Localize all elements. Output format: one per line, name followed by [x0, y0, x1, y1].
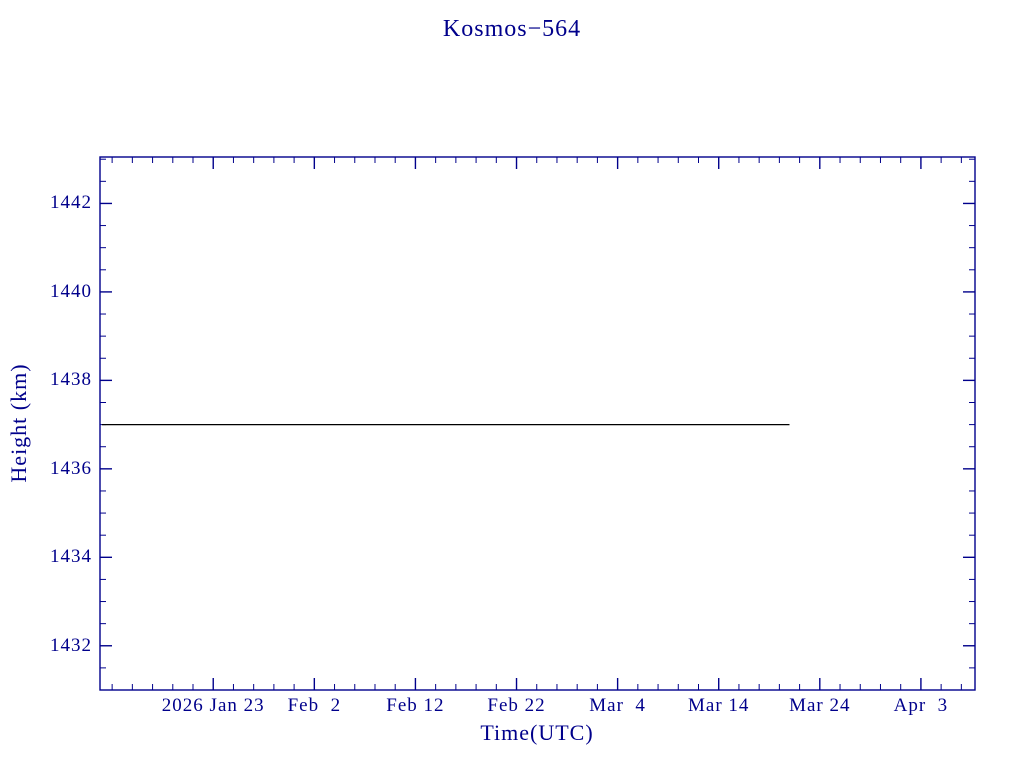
x-tick-label: Mar 24 [789, 695, 851, 716]
x-tick-label: Mar 14 [688, 695, 750, 716]
x-tick-label: 2026 Jan 23 [161, 695, 265, 716]
x-tick-label: Feb 22 [487, 695, 546, 716]
x-tick-label: Mar 4 [589, 695, 646, 716]
y-tick-label: 1438 [50, 369, 92, 391]
chart-title: Kosmos−564 [442, 16, 582, 42]
y-tick-label: 1442 [50, 192, 92, 214]
y-tick-label: 1436 [50, 457, 92, 479]
x-tick-label: Apr 3 [893, 695, 949, 716]
x-axis-label: Time(UTC) [480, 720, 594, 745]
x-tick-label: Feb 12 [386, 695, 445, 716]
y-tick-label: 1440 [50, 280, 92, 302]
y-tick-label: 1432 [50, 634, 92, 656]
y-tick-label: 1434 [50, 546, 92, 568]
x-tick-label: Feb 2 [287, 695, 342, 716]
